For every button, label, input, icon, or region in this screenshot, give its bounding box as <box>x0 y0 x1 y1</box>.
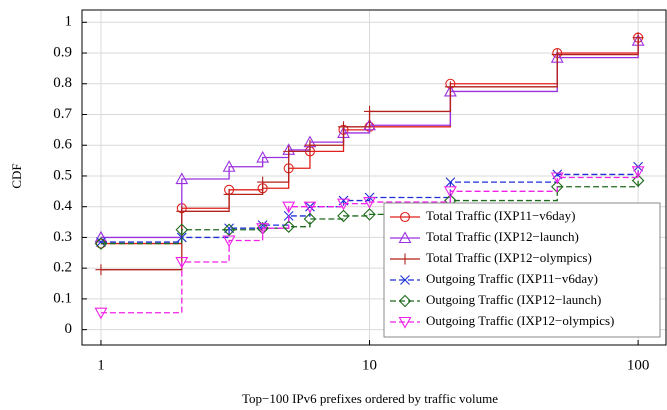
marker <box>223 188 235 200</box>
y-tick-label: 0.7 <box>53 106 72 122</box>
marker <box>400 275 410 285</box>
x-tick-label: 100 <box>627 357 650 373</box>
x-tick-label: 1 <box>97 357 105 373</box>
marker <box>176 205 188 217</box>
marker <box>444 81 456 93</box>
legend-label: Total Traffic (IXP11−v6day) <box>426 208 575 223</box>
marker <box>303 201 317 214</box>
marker <box>363 118 376 131</box>
series-line <box>100 171 639 314</box>
y-tick-label: 1 <box>65 14 73 30</box>
marker <box>303 212 317 226</box>
marker <box>224 223 234 234</box>
x-tick-label: 10 <box>362 357 377 373</box>
marker <box>175 256 189 269</box>
y-tick-label: 0.6 <box>53 137 72 153</box>
marker <box>282 201 296 214</box>
marker <box>94 237 108 250</box>
legend-label: Total Traffic (IXP12−launch) <box>426 229 579 244</box>
marker <box>363 208 376 221</box>
marker <box>399 211 411 223</box>
marker <box>257 176 269 188</box>
marker <box>337 198 350 211</box>
y-axis-label: CDF <box>9 163 24 188</box>
marker <box>364 105 376 117</box>
marker <box>632 32 644 44</box>
marker <box>399 253 411 265</box>
y-tick-label: 0.1 <box>53 290 72 306</box>
marker <box>256 223 270 235</box>
marker <box>550 172 564 185</box>
plot-frame <box>81 9 667 346</box>
y-tick-label: 0 <box>65 321 73 337</box>
marker <box>398 294 412 308</box>
marker <box>304 139 316 151</box>
marker <box>94 307 108 320</box>
marker <box>363 197 376 209</box>
y-tick-label: 0.5 <box>53 167 72 183</box>
marker <box>631 166 645 178</box>
legend-label: Total Traffic (IXP12−olympics) <box>426 250 592 265</box>
marker <box>96 237 106 247</box>
marker <box>283 145 295 157</box>
marker <box>222 235 236 248</box>
marker <box>631 174 645 187</box>
marker <box>337 209 350 223</box>
marker <box>445 177 456 187</box>
marker <box>398 316 412 329</box>
y-tick-label: 0.4 <box>53 198 72 214</box>
marker <box>551 49 563 61</box>
x-axis-label: Top−100 IPv6 prefixes ordered by traffic… <box>242 391 498 406</box>
legend-label: Outgoing Traffic (IXP11−v6day) <box>426 271 598 286</box>
marker <box>175 223 189 237</box>
y-tick-label: 0.2 <box>53 260 72 276</box>
marker <box>256 150 270 163</box>
legend-label: Outgoing Traffic (IXP12−olympics) <box>426 313 614 328</box>
y-tick-label: 0.9 <box>53 44 72 60</box>
marker <box>550 180 564 193</box>
marker <box>443 186 457 198</box>
y-tick-label: 0.3 <box>53 229 72 245</box>
marker <box>338 121 350 133</box>
legend-label: Outgoing Traffic (IXP12−launch) <box>426 292 601 307</box>
marker <box>222 223 236 237</box>
y-tick-label: 0.8 <box>53 75 72 91</box>
marker <box>282 220 295 233</box>
marker <box>95 264 107 276</box>
marker <box>398 231 412 244</box>
marker <box>222 160 236 172</box>
marker <box>175 172 189 185</box>
legend-box <box>383 202 661 338</box>
